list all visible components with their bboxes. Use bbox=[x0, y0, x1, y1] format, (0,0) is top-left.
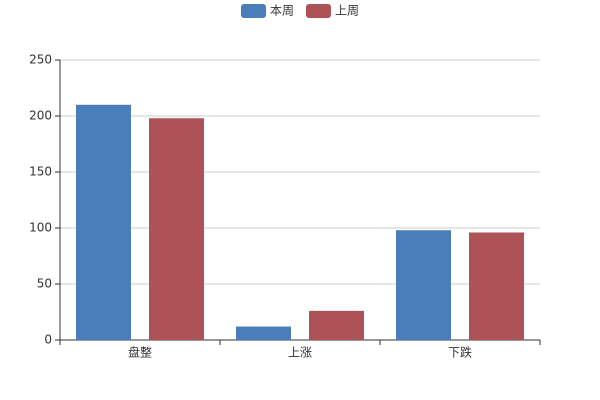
legend-swatch[interactable] bbox=[306, 4, 331, 18]
bar bbox=[236, 326, 291, 340]
y-tick-label: 150 bbox=[29, 165, 52, 179]
bar bbox=[76, 104, 131, 340]
bar bbox=[469, 232, 524, 340]
bar bbox=[149, 118, 204, 341]
y-tick-label: 0 bbox=[44, 333, 52, 347]
y-tick-label: 50 bbox=[37, 277, 52, 291]
y-tick-label: 100 bbox=[29, 221, 52, 235]
bar bbox=[396, 230, 451, 340]
bar bbox=[309, 310, 364, 340]
x-tick-label: 上涨 bbox=[288, 345, 312, 360]
legend-swatch[interactable] bbox=[241, 4, 266, 18]
legend-label[interactable]: 本周 bbox=[270, 4, 294, 18]
x-tick-label: 下跌 bbox=[448, 345, 472, 360]
y-tick-label: 250 bbox=[29, 53, 52, 67]
x-tick-label: 盘整 bbox=[128, 345, 152, 360]
legend-label[interactable]: 上周 bbox=[335, 4, 359, 18]
y-tick-label: 200 bbox=[29, 109, 52, 123]
